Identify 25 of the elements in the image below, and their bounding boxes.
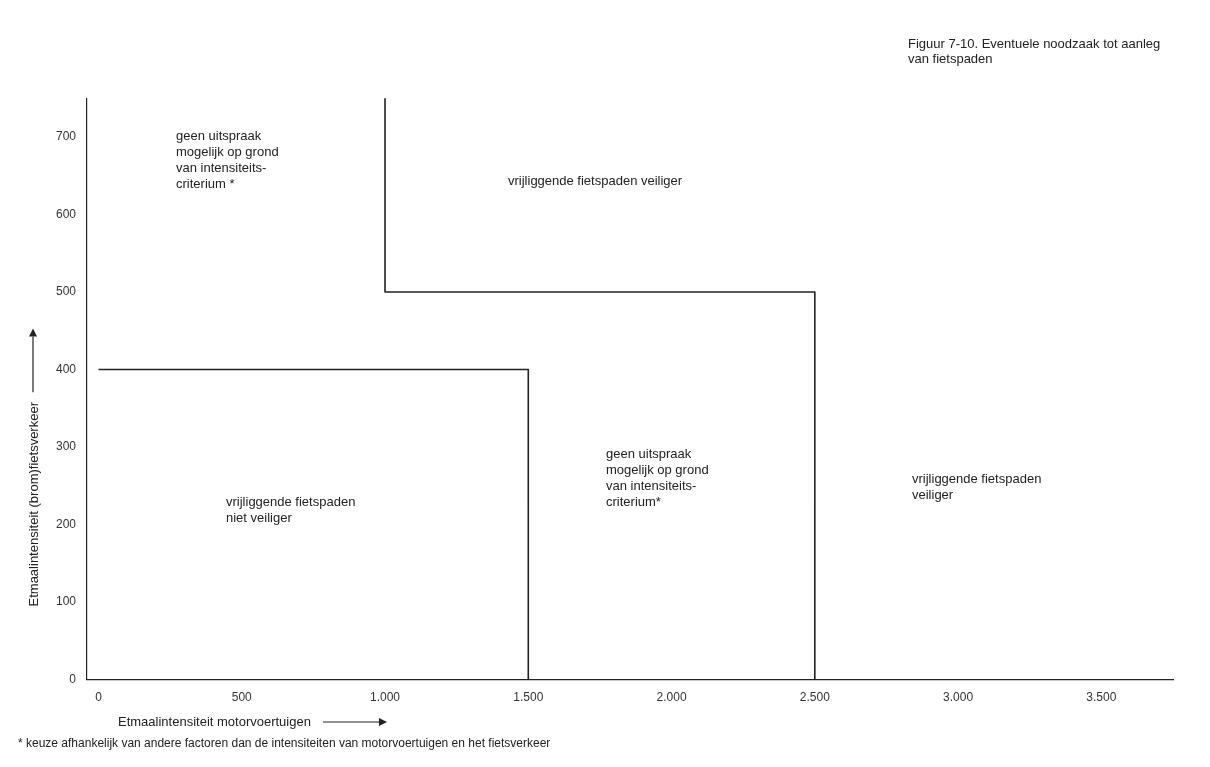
y-tick-label: 500 <box>55 284 77 299</box>
y-tick-label: 700 <box>55 129 77 144</box>
annotation: vrijliggende fietspaden niet veiliger <box>226 494 356 526</box>
x-tick-label: 1.500 <box>513 690 544 705</box>
x-tick-label: 3.000 <box>943 690 974 705</box>
x-tick-label: 2.000 <box>656 690 687 705</box>
x-tick-label: 500 <box>231 690 253 705</box>
y-tick-label: 600 <box>55 206 77 221</box>
annotation: vrijliggende fietspaden veiliger <box>508 173 683 189</box>
annotation: vrijliggende fietspaden veiliger <box>912 471 1042 503</box>
y-tick-label: 200 <box>55 516 77 531</box>
annotation: geen uitspraak mogelijk op grond van intensiteits- criterium * <box>176 128 279 192</box>
y-tick-label: 100 <box>55 594 77 609</box>
chart-title: Figuur 7-10. Eventuele noodzaak tot aanleg van fietspaden <box>908 36 1162 66</box>
text: * keuze afhankelijk van andere factoren dan de intensiteiten van motorvoertuigen en het fietsverkeer <box>18 736 551 750</box>
y-tick-label: 400 <box>55 361 77 376</box>
x-tick-label: 2.500 <box>799 690 831 705</box>
x-axis-title: Etmaalintensiteit motorvoertuigen <box>118 714 311 729</box>
x-tick-label: 0 <box>95 690 103 705</box>
y-tick-label: 0 <box>69 671 77 686</box>
y-tick-label: 300 <box>55 439 77 454</box>
y-axis-title: Etmaalintensiteit (brom)fietsverkeer <box>26 402 41 607</box>
x-tick-label: 3.500 <box>1086 690 1117 705</box>
annotation: geen uitspraak mogelijk op grond van intensiteits- criterium* <box>606 446 709 510</box>
x-tick-label: 1.000 <box>370 690 401 705</box>
